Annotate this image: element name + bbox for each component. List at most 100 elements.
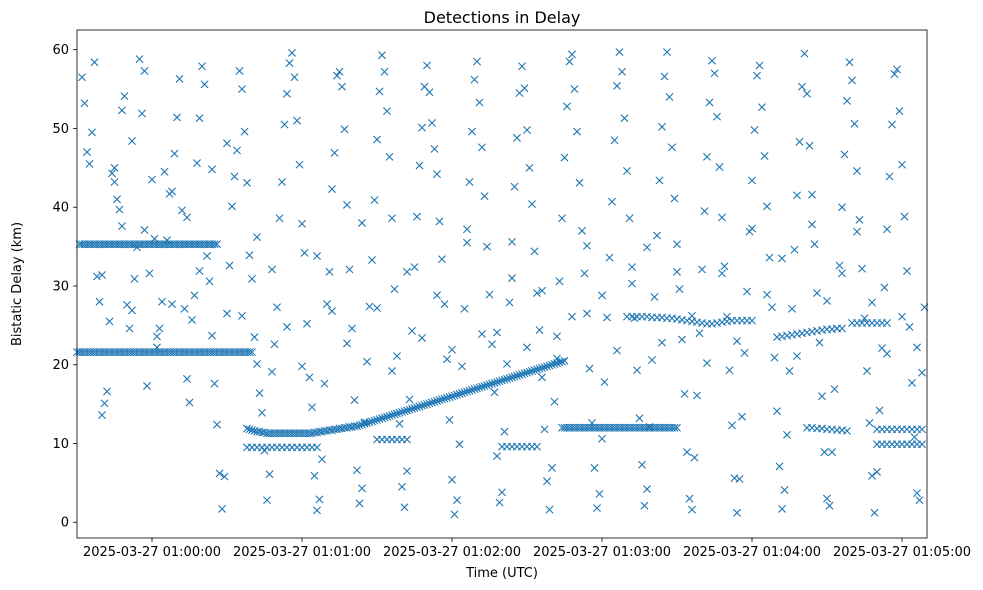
data-point — [125, 324, 134, 333]
data-point — [225, 261, 234, 270]
data-point — [345, 265, 354, 274]
data-point — [378, 51, 386, 60]
data-point — [918, 368, 926, 377]
data-point — [833, 324, 841, 333]
data-point — [638, 460, 646, 469]
data-point — [303, 319, 311, 328]
data-point — [448, 345, 456, 354]
data-point — [288, 48, 296, 57]
data-point — [615, 48, 624, 57]
data-point — [300, 248, 309, 257]
data-point — [853, 227, 861, 236]
data-point — [305, 373, 314, 382]
data-point — [813, 289, 821, 298]
data-point — [93, 272, 101, 281]
data-point — [118, 222, 126, 231]
data-point — [133, 243, 141, 252]
data-point — [450, 391, 459, 400]
data-point — [153, 332, 161, 341]
data-point — [823, 494, 831, 503]
y-tick-label: 30 — [52, 279, 69, 294]
data-point — [478, 382, 486, 391]
data-point — [138, 109, 146, 118]
data-point — [518, 62, 526, 71]
data-point — [418, 123, 426, 132]
data-point — [268, 265, 276, 274]
data-point — [548, 360, 556, 369]
data-point — [718, 269, 726, 278]
data-point — [258, 408, 266, 417]
data-point — [245, 425, 254, 434]
data-point — [568, 312, 576, 321]
data-point — [518, 370, 526, 379]
data-point — [200, 80, 209, 89]
data-point — [283, 322, 291, 331]
data-point — [553, 354, 561, 363]
data-point — [210, 379, 219, 388]
data-point — [528, 367, 536, 376]
data-point — [430, 397, 439, 406]
data-point — [753, 71, 761, 80]
data-point — [278, 178, 286, 186]
data-point — [473, 57, 481, 66]
data-point — [388, 214, 396, 223]
data-point — [810, 240, 819, 249]
data-point — [353, 422, 361, 431]
data-point — [668, 143, 676, 152]
data-point — [180, 304, 189, 313]
data-point — [498, 488, 506, 497]
data-point — [853, 166, 861, 175]
data-point — [583, 241, 591, 250]
data-point — [98, 411, 106, 420]
data-point — [295, 160, 304, 169]
data-point — [395, 408, 404, 417]
data-point — [690, 453, 699, 462]
data-point — [490, 388, 499, 397]
data-point — [168, 300, 176, 309]
data-point — [590, 463, 599, 472]
data-point — [793, 352, 801, 361]
data-point — [145, 269, 154, 278]
data-point — [370, 196, 379, 205]
data-point — [783, 430, 791, 439]
data-point — [915, 496, 924, 505]
data-point — [78, 73, 86, 82]
data-point — [438, 255, 446, 264]
data-point — [385, 411, 394, 420]
data-point — [478, 143, 486, 152]
data-point — [565, 57, 574, 66]
data-point — [485, 290, 494, 299]
data-point — [475, 98, 484, 107]
data-point — [298, 362, 306, 371]
data-point — [458, 362, 466, 371]
data-point — [248, 274, 256, 283]
data-point — [838, 269, 846, 278]
data-point — [213, 420, 221, 429]
data-point — [255, 389, 264, 398]
data-point — [858, 264, 866, 273]
data-point — [685, 494, 694, 503]
data-point — [118, 106, 126, 115]
data-point — [445, 415, 454, 424]
data-point — [540, 363, 549, 372]
data-point — [488, 340, 496, 349]
data-point — [675, 285, 684, 294]
data-point — [260, 446, 269, 455]
data-point — [328, 185, 336, 194]
data-point — [885, 172, 894, 181]
data-point — [455, 440, 464, 449]
data-point — [715, 163, 724, 172]
data-point — [395, 419, 404, 428]
data-point — [413, 403, 421, 412]
data-point — [795, 137, 804, 146]
data-point — [443, 393, 451, 402]
data-point — [663, 48, 671, 57]
data-point — [863, 367, 871, 376]
data-point — [898, 160, 906, 169]
data-point — [485, 380, 494, 389]
data-point — [320, 379, 329, 388]
data-point — [443, 355, 451, 364]
data-point — [178, 206, 186, 215]
data-point — [893, 65, 901, 74]
data-point — [658, 122, 666, 131]
